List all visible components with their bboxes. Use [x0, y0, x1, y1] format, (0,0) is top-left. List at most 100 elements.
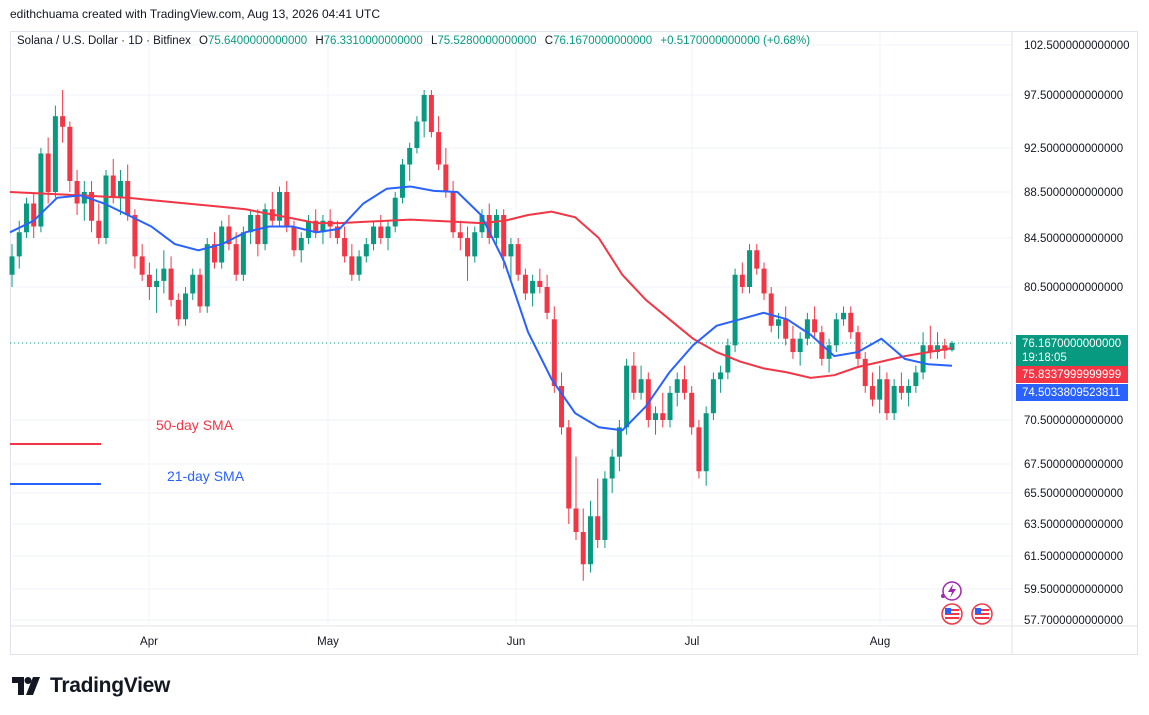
symbol-ohlc-bar[interactable]: Solana / U.S. Dollar · 1D · Bitfinex O75… — [17, 35, 810, 47]
candle-body — [428, 95, 434, 133]
candle-body — [891, 386, 897, 414]
symbol-name[interactable]: Solana / U.S. Dollar · 1D · Bitfinex — [17, 35, 191, 47]
candle-body — [31, 203, 37, 227]
candle-body — [920, 345, 926, 373]
low-label: L — [431, 35, 438, 47]
candle-body — [761, 268, 767, 294]
candle-body — [183, 293, 189, 320]
candle-body — [595, 516, 601, 540]
chart-credit: edithchuama created with TradingView.com… — [10, 7, 381, 21]
candle-body — [573, 508, 579, 532]
candle-body — [812, 319, 818, 333]
low-value: 75.5280000000000 — [437, 35, 537, 47]
candle-body — [407, 148, 413, 165]
candle-body — [681, 379, 687, 393]
sma21-value-tag: 74.5033809523811 — [1016, 384, 1128, 401]
candle-body — [356, 256, 362, 275]
sma21-legend-label: 21-day SMA — [167, 468, 245, 484]
y-tick-label: 65.5000000000000 — [1024, 488, 1123, 500]
candle-body — [667, 392, 673, 420]
candle-body — [783, 319, 789, 339]
candle-body — [385, 226, 391, 238]
candle-body — [277, 192, 283, 221]
candle-body — [197, 274, 203, 307]
candle-body — [869, 386, 875, 400]
last-price-value: 76.1670000000000 — [1022, 338, 1122, 350]
tradingview-logo[interactable]: TradingView — [12, 674, 170, 698]
y-tick-label: 92.5000000000000 — [1024, 143, 1123, 155]
lightning-event-icon[interactable] — [940, 580, 964, 602]
x-tick-label: Jun — [507, 636, 526, 648]
candle-body — [392, 197, 398, 227]
candle-body — [609, 456, 615, 479]
candle-body — [913, 372, 919, 387]
candle-body — [949, 343, 955, 351]
y-tick-label: 97.5000000000000 — [1024, 90, 1123, 102]
candle-body — [530, 280, 536, 294]
sma50-legend-line — [10, 443, 101, 445]
candle-body — [154, 280, 160, 287]
candle-body — [421, 95, 427, 122]
candle-body — [624, 365, 630, 428]
close-value: 76.1670000000000 — [553, 35, 653, 47]
candle-body — [139, 256, 145, 275]
candle-body — [906, 386, 912, 393]
candle-body — [559, 386, 565, 428]
candle-body — [587, 516, 593, 565]
candle-body — [226, 226, 232, 245]
candle-body — [804, 319, 810, 339]
y-tick-label: 61.5000000000000 — [1024, 551, 1123, 563]
candle-body — [689, 392, 695, 428]
y-tick-label: 102.5000000000000 — [1024, 40, 1130, 52]
candle-body — [211, 244, 217, 263]
candle-body — [443, 164, 449, 192]
candle-body — [472, 232, 478, 257]
sma50-line — [9, 191, 953, 379]
candle-body — [190, 274, 196, 294]
candle-body — [291, 226, 297, 251]
candle-body — [544, 287, 550, 313]
candle-body — [248, 215, 254, 233]
us-flag-event-icon-2[interactable] — [970, 603, 994, 625]
candle-body — [551, 319, 557, 387]
candle-body — [660, 413, 666, 420]
candle-body — [739, 274, 745, 287]
close-label: C — [544, 35, 554, 47]
candle-body — [81, 192, 87, 204]
candle-body — [775, 319, 781, 326]
candle-body — [175, 299, 181, 320]
candle-body — [833, 319, 839, 346]
candle-body — [74, 181, 80, 204]
candle-body — [284, 192, 290, 227]
high-label: H — [315, 35, 324, 47]
candle-body — [486, 215, 492, 238]
y-tick-label: 70.5000000000000 — [1024, 415, 1123, 427]
x-tick-label: Jul — [685, 636, 700, 648]
candle-body — [240, 232, 246, 275]
candle-body — [862, 358, 868, 387]
candle-body — [768, 293, 774, 326]
candle-body — [436, 132, 442, 165]
candle-body — [117, 181, 123, 198]
candle-body — [674, 379, 680, 393]
open-label: O — [199, 35, 208, 47]
last-price-tag[interactable]: 76.1670000000000 19:18:05 — [1016, 335, 1128, 367]
candle-body — [161, 268, 167, 281]
candle-body — [725, 345, 731, 373]
candle-body — [342, 238, 348, 257]
candle-body — [349, 256, 355, 275]
open-value: 75.6400000000000 — [208, 35, 308, 47]
tradingview-logo-icon — [12, 677, 40, 695]
candle-body — [67, 126, 73, 181]
candle-body — [718, 372, 724, 380]
us-flag-event-icon[interactable] — [940, 603, 968, 625]
candle-body — [848, 312, 854, 333]
candle-body — [89, 192, 95, 221]
candle-body — [298, 238, 304, 251]
candle-body — [399, 164, 405, 198]
bar-countdown: 19:18:05 — [1022, 352, 1067, 364]
candle-body — [508, 244, 514, 257]
candle-body — [110, 175, 116, 198]
candle-body — [320, 220, 326, 233]
